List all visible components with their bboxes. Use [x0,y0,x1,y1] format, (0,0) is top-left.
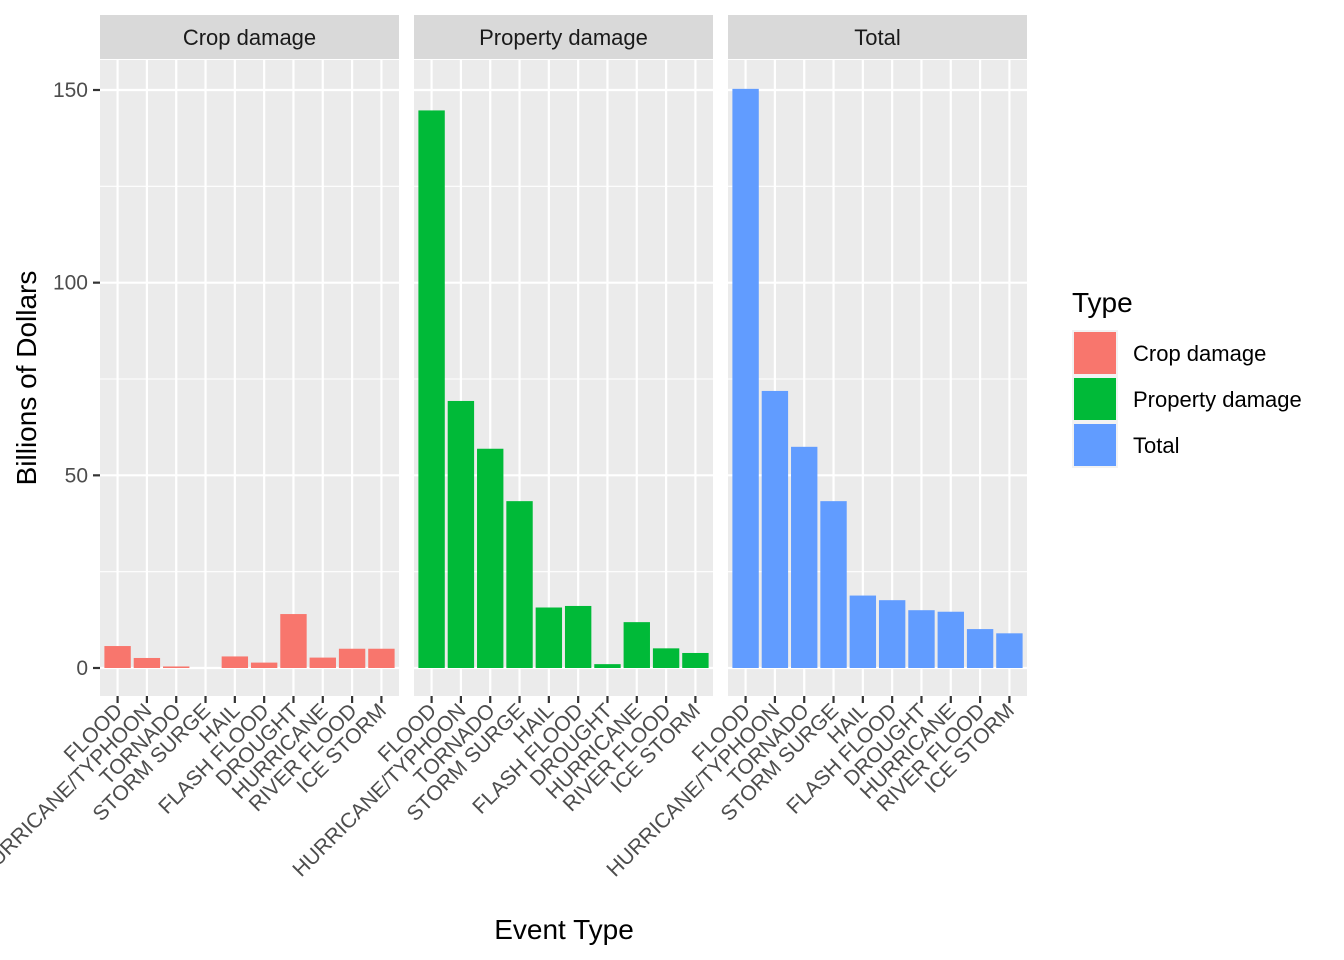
bar-property-damage-hail [535,607,563,668]
bar-property-damage-flood [418,110,445,668]
bar-property-damage-drought [594,664,621,668]
bar-total-tornado [791,446,818,668]
legend-label: Crop damage [1133,341,1266,366]
legend-label: Property damage [1133,387,1302,412]
bar-crop-damage-drought [280,614,307,668]
bar-property-damage-ice-storm [682,652,709,668]
bar-property-damage-tornado [477,448,504,668]
legend-swatch [1074,424,1116,466]
legend-swatch [1074,378,1116,420]
y-axis-title: Billions of Dollars [11,271,42,486]
bar-property-damage-hurricane-typhoon [447,400,475,668]
strip-label: Total [854,25,900,50]
y-tick-label: 0 [76,657,88,680]
y-axis: 0 50 100 150 [53,79,100,680]
panel-property-damage: Property damage [414,15,713,696]
bar-total-hurricane-typhoon [761,390,789,668]
strip-total [728,15,1027,59]
bar-total-river-flood [966,629,994,668]
bar-crop-damage-hurricane [309,657,336,668]
bar-property-damage-flash-flood [564,605,592,668]
y-tick-label: 50 [65,464,88,487]
bar-crop-damage-flood [104,646,131,668]
strip-label: Crop damage [183,25,316,50]
bar-crop-damage-hail [221,656,249,668]
panels-layer: Crop damage Property damage Total [100,15,1027,696]
bar-crop-damage-flash-flood [250,662,278,668]
legend: Type Crop damage Property damage Total [1072,287,1302,468]
legend-label: Total [1133,433,1179,458]
legend-title: Type [1072,287,1133,318]
strip-label: Property damage [479,25,648,50]
bar-property-damage-storm-surge [506,501,533,668]
legend-item-crop-damage: Crop damage [1072,330,1266,376]
bar-crop-damage-ice-storm [368,648,395,668]
bar-total-flash-flood [878,600,906,668]
x-axis-title: Event Type [494,914,634,945]
panel-total: Total [728,15,1027,696]
strip-property-damage [414,15,713,59]
bar-total-storm-surge [820,501,847,668]
bar-total-hail [849,595,877,668]
panel-crop-damage: Crop damage [100,15,399,696]
y-tick-label: 150 [53,79,88,102]
bar-property-damage-hurricane [623,622,650,668]
bar-total-ice-storm [996,633,1023,668]
panel-background [100,60,399,696]
bar-total-flood [732,88,759,669]
bar-total-hurricane [937,611,964,668]
bar-property-damage-river-flood [652,648,680,668]
bar-crop-damage-river-flood [338,648,366,668]
legend-item-total: Total [1072,422,1179,468]
bar-crop-damage-hurricane-typhoon [133,657,161,668]
bar-crop-damage-tornado [163,666,190,668]
legend-item-property-damage: Property damage [1072,376,1302,422]
y-tick-label: 100 [53,272,88,295]
strip-crop-damage [100,15,399,59]
legend-swatch [1074,332,1116,374]
bar-total-drought [908,610,935,668]
